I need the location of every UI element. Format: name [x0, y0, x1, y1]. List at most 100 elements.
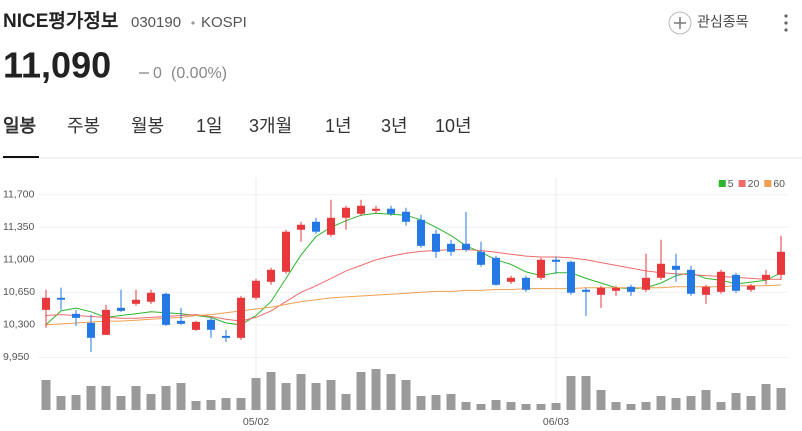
- separator: [191, 21, 195, 25]
- market: KOSPI: [201, 14, 247, 31]
- volume-bar: [356, 372, 366, 410]
- volume-bar: [161, 386, 171, 410]
- ma-line: [45, 249, 781, 322]
- volume-bar: [746, 396, 756, 410]
- volume-bar: [656, 396, 666, 410]
- candle-body: [297, 224, 305, 230]
- candle-body: [252, 280, 260, 298]
- legend-swatch: [718, 180, 726, 187]
- candle-body: [372, 208, 380, 211]
- volume-bar: [191, 401, 201, 410]
- change-pct: (0.00%): [171, 65, 227, 82]
- volume-bar: [116, 396, 126, 410]
- volume-bar: [131, 386, 141, 410]
- x-tick-label: 05/02: [243, 416, 269, 428]
- volume-bar: [401, 380, 411, 410]
- volume-bar: [491, 400, 501, 410]
- candle-body: [102, 309, 110, 335]
- tab[interactable]: 3년: [381, 116, 408, 136]
- candle-body: [522, 277, 530, 290]
- volume-bar: [56, 396, 66, 410]
- tab[interactable]: 3개월: [249, 116, 292, 136]
- volume-bar: [221, 398, 231, 410]
- volume-bar: [236, 398, 246, 410]
- candle-body: [747, 285, 755, 290]
- volume-bar: [386, 374, 396, 410]
- volume-bar: [536, 404, 546, 410]
- candle-body: [87, 322, 95, 338]
- watch-button[interactable]: 관심종목: [668, 11, 749, 35]
- tab[interactable]: 일봉: [3, 116, 36, 136]
- y-tick-label: 11,350: [3, 221, 34, 233]
- candle-body: [612, 287, 620, 291]
- dot: [784, 14, 788, 18]
- candle-body: [492, 257, 500, 285]
- y-tick-label: 11,000: [3, 254, 34, 266]
- legend-label: 60: [773, 178, 785, 190]
- menu-button[interactable]: [784, 14, 788, 32]
- volume-bar: [461, 402, 471, 410]
- volume-bar: [716, 402, 726, 410]
- candle-body: [192, 321, 200, 330]
- candle-body: [327, 217, 335, 235]
- volume-bar: [431, 395, 441, 410]
- candle-body: [582, 289, 590, 292]
- candle-body: [672, 265, 680, 270]
- candle-body: [312, 221, 320, 232]
- candle-body: [702, 286, 710, 295]
- candle-body: [417, 219, 425, 246]
- tab[interactable]: 10년: [435, 116, 472, 136]
- change: 0: [153, 65, 162, 82]
- ma-line: [45, 212, 782, 326]
- candle-body: [357, 205, 365, 214]
- candle-body: [42, 297, 50, 310]
- candle-body: [657, 263, 665, 278]
- legend-swatch: [738, 180, 746, 187]
- tabs: 일봉 주봉 월봉 1일 3개월 1년 3년 10년: [3, 116, 472, 136]
- stock-code: 030190: [131, 14, 181, 31]
- candle-body: [207, 319, 215, 330]
- volume-bar: [296, 374, 306, 410]
- volume-bar: [671, 398, 681, 410]
- tab[interactable]: 1일: [196, 116, 223, 136]
- candle-body: [447, 243, 455, 252]
- volume-bar: [506, 402, 516, 410]
- volume-bar: [776, 388, 786, 410]
- x-tick-label: 06/03: [543, 416, 569, 428]
- candle-body: [642, 277, 650, 290]
- y-tick-label: 9,950: [3, 351, 29, 363]
- volume-bar: [761, 384, 771, 410]
- stock-name: NICE평가정보: [3, 10, 118, 32]
- candle-body: [282, 231, 290, 272]
- candle-body: [537, 259, 545, 278]
- y-tick-label: 10,650: [3, 286, 35, 298]
- volume-bar: [611, 402, 621, 410]
- legend-label: 5: [728, 178, 734, 190]
- candle-body: [627, 286, 635, 292]
- volume-bar: [326, 380, 336, 410]
- candle-body: [177, 320, 185, 324]
- volume-bar: [176, 383, 186, 410]
- candle-body: [732, 274, 740, 291]
- volume-bar: [146, 394, 156, 410]
- tab[interactable]: 주봉: [67, 116, 100, 136]
- tab[interactable]: 1년: [325, 116, 352, 136]
- volume-bar: [41, 380, 51, 410]
- volume-bar: [521, 404, 531, 410]
- candle-body: [117, 307, 125, 311]
- candle-body: [57, 297, 65, 300]
- candle-body: [147, 292, 155, 302]
- legend-swatch: [764, 180, 772, 187]
- volume-bar: [551, 403, 561, 410]
- tab[interactable]: 월봉: [131, 116, 164, 136]
- candle-body: [687, 269, 695, 294]
- volume-bar: [371, 369, 381, 410]
- candle-body: [237, 297, 245, 338]
- legend-label: 20: [748, 178, 760, 190]
- volume-bar: [251, 378, 261, 410]
- volume-bar: [731, 393, 741, 410]
- volume-bar: [266, 372, 276, 410]
- candle-body: [267, 269, 275, 282]
- volume-bar: [701, 390, 711, 410]
